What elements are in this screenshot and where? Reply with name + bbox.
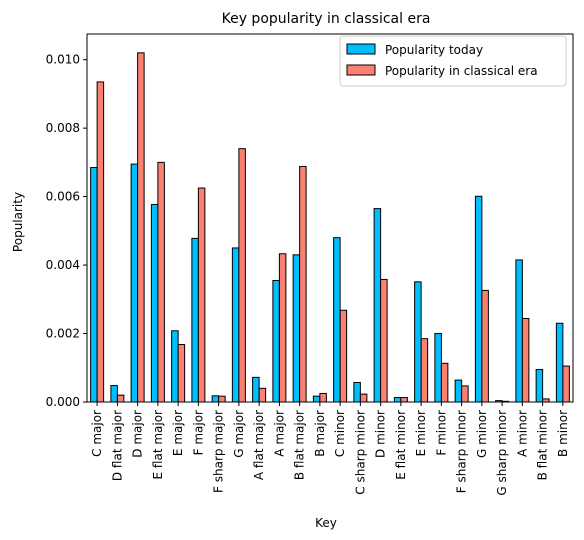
legend-swatch-today (346, 43, 376, 55)
bar-today-8 (252, 376, 260, 403)
x-tick-label-1: D flat major (110, 410, 124, 481)
bar-today-2 (130, 163, 139, 403)
x-tick-label-4: E major (171, 410, 185, 456)
x-tick-label-19: G minor (475, 410, 489, 458)
legend: Popularity today Popularity in classical… (339, 35, 567, 87)
bar-classical-3 (157, 161, 165, 403)
bar-classical-11 (319, 392, 327, 403)
bar-classical-8 (258, 387, 267, 403)
x-tick-label-14: D minor (374, 410, 388, 458)
y-tick-label-0: 0.000 (46, 395, 80, 409)
x-axis-label: Key (315, 516, 337, 530)
bar-classical-9 (278, 253, 287, 403)
x-tick-label-11: B major (313, 410, 327, 457)
bar-classical-14 (380, 278, 388, 403)
bar-today-6 (211, 395, 220, 403)
bar-today-13 (353, 381, 361, 403)
x-tick-label-10: B flat major (293, 410, 307, 480)
legend-label-classical: Popularity in classical era (385, 64, 538, 78)
y-tick-label-4: 0.008 (46, 121, 80, 135)
bar-classical-1 (116, 394, 125, 403)
bar-classical-15 (400, 397, 408, 403)
x-tick-label-8: A flat major (252, 410, 266, 480)
bar-classical-5 (197, 187, 206, 403)
y-axis-label: Popularity (11, 192, 25, 252)
bar-classical-0 (96, 81, 105, 403)
bar-today-16 (414, 281, 422, 403)
bar-today-11 (312, 395, 321, 403)
bar-classical-21 (521, 317, 530, 403)
chart-title: Key popularity in classical era (222, 11, 431, 27)
x-tick-label-6: F sharp major (212, 410, 226, 493)
y-tick-label-1: 0.002 (46, 327, 80, 341)
legend-swatch-classical (346, 64, 376, 76)
legend-label-today: Popularity today (385, 43, 483, 57)
bar-classical-17 (440, 362, 449, 403)
axes-frame (86, 33, 574, 403)
bar-today-21 (515, 259, 523, 403)
bar-today-4 (171, 330, 179, 403)
bar-today-14 (373, 208, 382, 403)
bar-classical-19 (481, 289, 489, 403)
bar-classical-16 (420, 338, 429, 403)
x-tick-label-17: F minor (434, 410, 448, 456)
x-tick-label-18: F sharp minor (455, 410, 469, 493)
bar-classical-13 (359, 393, 368, 403)
bar-classical-2 (137, 52, 145, 403)
x-tick-label-16: E minor (414, 410, 428, 456)
x-tick-label-20: G sharp minor (495, 410, 509, 496)
bar-classical-7 (238, 148, 246, 403)
bar-classical-4 (177, 343, 186, 403)
bar-today-0 (90, 167, 98, 403)
bar-classical-12 (339, 309, 348, 403)
y-tick-label-5: 0.010 (46, 53, 80, 67)
bar-today-15 (393, 397, 402, 403)
bar-today-1 (110, 385, 118, 403)
bar-today-7 (231, 247, 240, 403)
x-tick-label-9: A major (272, 410, 286, 457)
y-tick-label-3: 0.006 (46, 190, 80, 204)
bar-today-12 (333, 237, 341, 403)
x-tick-label-15: E flat minor (394, 410, 408, 480)
x-tick-label-2: D major (131, 410, 145, 458)
x-tick-label-21: A minor (515, 410, 529, 457)
x-tick-label-23: B minor (556, 410, 570, 457)
bar-classical-6 (218, 395, 226, 403)
x-tick-label-7: G major (232, 410, 246, 458)
legend-frame (339, 35, 567, 87)
bar-today-22 (535, 368, 544, 403)
bar-today-10 (292, 254, 301, 403)
x-tick-label-22: B flat minor (536, 410, 550, 480)
x-tick-label-12: C minor (333, 410, 347, 457)
bar-today-18 (454, 379, 463, 403)
plot-area: 0.000 0.002 0.004 0.006 0.008 0.010 C major D f… (46, 33, 574, 496)
bar-classical-18 (461, 385, 469, 403)
x-tick-label-0: C major (90, 410, 104, 457)
x-tick-label-5: F major (191, 410, 205, 455)
bar-classical-10 (299, 165, 307, 403)
bar-today-5 (191, 237, 199, 403)
x-tick-label-3: E flat major (151, 410, 165, 480)
bar-today-17 (434, 333, 442, 403)
y-tick-label-2: 0.004 (46, 258, 80, 272)
bar-today-9 (272, 279, 280, 403)
bar-classical-23 (562, 365, 570, 403)
bar-today-19 (474, 195, 483, 403)
bar-today-3 (150, 203, 159, 403)
bar-today-23 (555, 322, 564, 403)
x-tick-label-13: C sharp minor (353, 410, 367, 495)
